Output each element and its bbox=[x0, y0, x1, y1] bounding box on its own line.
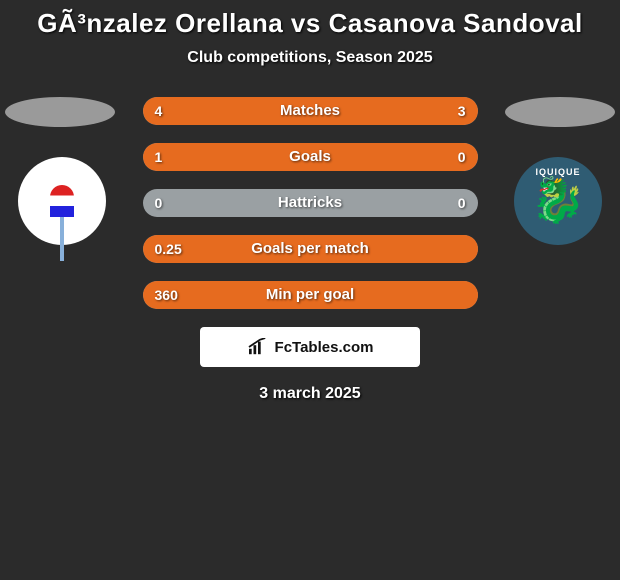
stat-row-hattricks: 0 Hattricks 0 bbox=[143, 189, 478, 217]
stat-bars: 4 Matches 3 1 Goals 0 0 Hattricks 0 0.25… bbox=[143, 97, 478, 309]
stat-label: Goals per match bbox=[143, 235, 478, 263]
stat-right-value: 0 bbox=[458, 143, 466, 171]
club-right-label: IQUIQUE bbox=[535, 167, 580, 177]
stat-right-value: 0 bbox=[458, 189, 466, 217]
stat-label: Matches bbox=[143, 97, 478, 125]
watermark[interactable]: FcTables.com bbox=[200, 327, 420, 367]
dragon-icon: 🐉 bbox=[531, 179, 586, 223]
player-right-photo bbox=[505, 97, 615, 127]
stat-label: Min per goal bbox=[143, 281, 478, 309]
footer-date: 3 march 2025 bbox=[0, 385, 620, 403]
stat-right-value: 3 bbox=[458, 97, 466, 125]
watermark-text: FcTables.com bbox=[275, 339, 374, 356]
stat-label: Hattricks bbox=[143, 189, 478, 217]
chart-icon bbox=[247, 338, 269, 356]
page-subtitle: Club competitions, Season 2025 bbox=[0, 49, 620, 67]
stat-label: Goals bbox=[143, 143, 478, 171]
page-title: GÃ³nzalez Orellana vs Casanova Sandoval bbox=[0, 0, 620, 39]
player-left-photo bbox=[5, 97, 115, 127]
club-left-logo bbox=[18, 157, 106, 245]
shield-icon bbox=[50, 185, 74, 217]
comparison-area: IQUIQUE 🐉 4 Matches 3 1 Goals 0 0 Hattri… bbox=[0, 97, 620, 403]
stat-row-goals: 1 Goals 0 bbox=[143, 143, 478, 171]
stat-row-mpg: 360 Min per goal bbox=[143, 281, 478, 309]
stat-row-matches: 4 Matches 3 bbox=[143, 97, 478, 125]
club-right-logo: IQUIQUE 🐉 bbox=[514, 157, 602, 245]
stat-row-gpm: 0.25 Goals per match bbox=[143, 235, 478, 263]
